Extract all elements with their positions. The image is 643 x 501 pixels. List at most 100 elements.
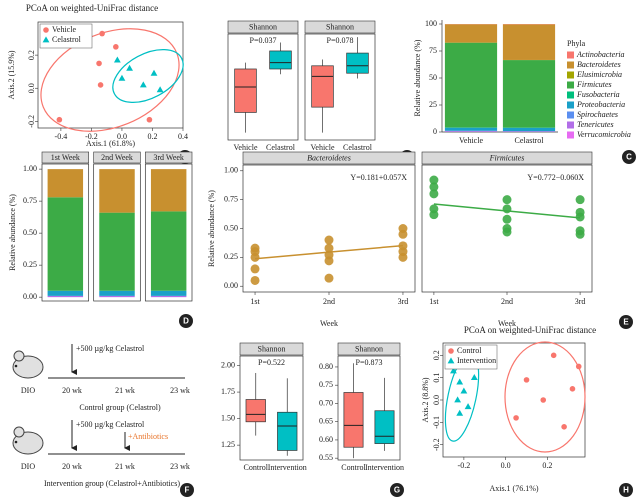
panel-badge xyxy=(622,150,636,164)
point xyxy=(513,415,519,421)
strip xyxy=(145,151,193,164)
legend-marker xyxy=(448,348,454,354)
y-axis-label: Relative abundance (%) xyxy=(413,39,422,116)
y-tick-label: 1.00 xyxy=(23,164,37,173)
panel-badge xyxy=(619,483,633,497)
box xyxy=(311,65,334,108)
point xyxy=(502,195,512,205)
y-tick-label: 0.00 xyxy=(23,292,37,301)
x-tick-label: Control xyxy=(244,463,269,472)
panel-border xyxy=(227,33,299,141)
point xyxy=(324,273,334,283)
strip-label: Bacteroidetes xyxy=(307,153,351,162)
point xyxy=(523,377,530,383)
point xyxy=(502,214,512,224)
bar-segment xyxy=(444,127,498,131)
x-tick-label: 0.0 xyxy=(117,132,127,141)
point xyxy=(575,207,585,217)
y-tick-label: 0 xyxy=(433,127,437,136)
x-axis-label: Axis.1 (76.1%) xyxy=(489,484,538,493)
panel-badge xyxy=(619,315,633,329)
panel-letter: E xyxy=(623,318,629,327)
point xyxy=(113,44,119,50)
y-tick-label: 100 xyxy=(425,19,437,28)
box xyxy=(269,50,292,70)
facet-border xyxy=(41,163,90,302)
legend-swatch xyxy=(567,71,574,79)
point xyxy=(96,60,102,67)
point xyxy=(250,275,260,285)
annotation: Y=0.181+0.057X xyxy=(350,173,407,182)
time-label: 20 wk xyxy=(62,462,82,471)
confidence-ellipse xyxy=(112,49,184,103)
mouse-body xyxy=(12,431,44,455)
point xyxy=(550,352,557,359)
y-axis-label: Axis.2 (15.9%) xyxy=(7,50,16,99)
y-tick-label: 1.25 xyxy=(221,440,235,449)
panel-badge xyxy=(390,483,404,497)
bar-segment xyxy=(444,24,498,43)
bar-segment xyxy=(99,290,135,296)
point xyxy=(324,243,334,253)
x-tick-label: Vehicle xyxy=(311,143,335,152)
point xyxy=(456,378,464,385)
x-tick-label: Vehicle xyxy=(459,136,483,145)
y-tick-label: 0.1 xyxy=(432,373,441,383)
chart-title: PCoA on weighted-UniFrac distance xyxy=(464,325,596,335)
legend-marker xyxy=(42,36,50,43)
mouse-eye xyxy=(14,364,18,368)
bar-segment xyxy=(444,131,498,132)
mouse-ear xyxy=(13,350,25,362)
point xyxy=(150,69,158,76)
y-tick-label: -0.1 xyxy=(432,416,441,429)
legend-box xyxy=(39,23,93,49)
point xyxy=(464,403,472,410)
legend-label: Verrucomicrobia xyxy=(577,130,631,139)
panel-border xyxy=(37,21,184,129)
legend-label: Fusobacteria xyxy=(576,90,620,99)
point xyxy=(540,397,547,403)
panel-border xyxy=(337,355,401,461)
x-tick-label: 1st xyxy=(429,297,439,306)
panel-letter: G xyxy=(394,486,400,495)
panel-letter: C xyxy=(626,153,632,162)
panel-letter: D xyxy=(183,317,189,326)
bar-segment xyxy=(47,295,84,298)
x-tick-label: 3rd xyxy=(398,297,409,306)
time-label: 23 wk xyxy=(170,462,190,471)
strip xyxy=(239,342,304,356)
legend-marker xyxy=(43,27,49,33)
point xyxy=(324,235,334,245)
bar-segment xyxy=(47,197,84,291)
point xyxy=(56,116,63,123)
legend-label: Vehicle xyxy=(52,25,76,34)
point xyxy=(250,264,260,274)
point xyxy=(126,64,133,71)
y-tick-label: 0.50 xyxy=(224,223,238,232)
treatment-label: +500 µg/kg Celastrol xyxy=(76,344,145,353)
bar-segment xyxy=(502,60,556,128)
y-tick-label: 0.2 xyxy=(432,350,441,360)
point xyxy=(575,226,585,236)
x-axis-label: Week xyxy=(498,319,516,328)
legend-marker xyxy=(447,357,455,364)
y-tick-label: 1.75 xyxy=(221,387,235,396)
legend-label: Tenericutes xyxy=(577,120,614,129)
annotation: P=0.522 xyxy=(258,358,285,367)
legend-swatch xyxy=(567,111,574,119)
x-tick-label: Vehicle xyxy=(234,143,258,152)
legend-title: Phyla xyxy=(567,39,586,48)
point xyxy=(575,363,582,370)
point xyxy=(97,82,104,88)
x-axis-label: Axis.1 (61.8%) xyxy=(86,139,135,148)
x-tick-label: Celastrol xyxy=(266,143,296,152)
legend-label: Spirochaetes xyxy=(577,110,618,119)
strip-label: Shannon xyxy=(326,22,354,31)
y-tick-label: 50 xyxy=(429,73,437,82)
x-tick-label: 3rd xyxy=(575,297,586,306)
legend-label: Elusimicrobia xyxy=(576,70,622,79)
x-tick-label: 2nd xyxy=(323,297,335,306)
point xyxy=(139,81,147,88)
